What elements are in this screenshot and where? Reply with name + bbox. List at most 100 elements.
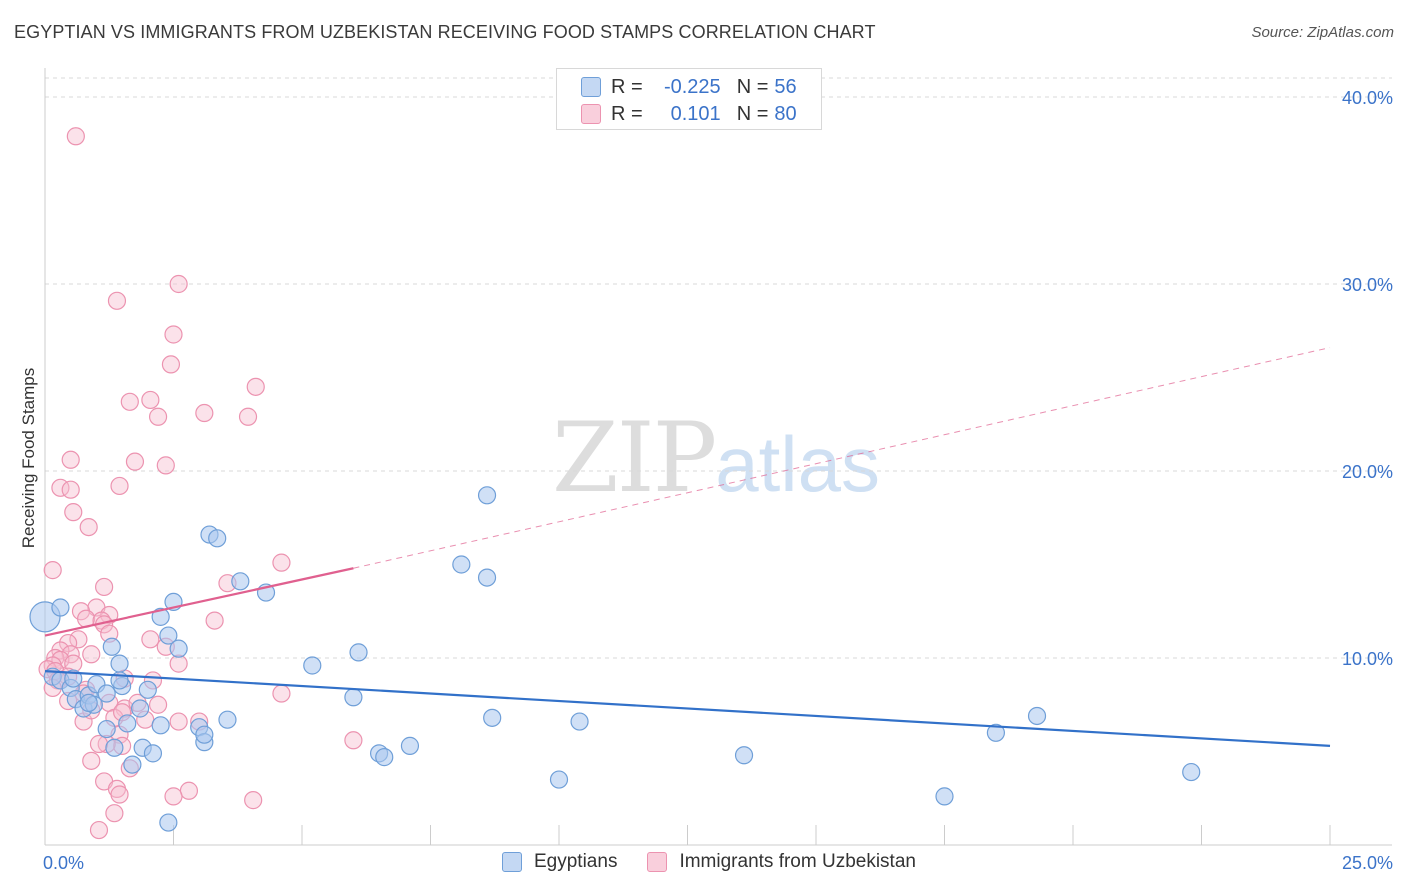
y-tick-label: 20.0%	[1342, 462, 1393, 482]
trend-lines	[44, 347, 1331, 747]
n-label: N =	[736, 75, 769, 98]
egyptian-point	[97, 684, 116, 703]
egyptian-point	[1182, 762, 1201, 782]
egyptian-point	[64, 669, 83, 688]
watermark-atlas: atlas	[715, 420, 880, 508]
egyptian-point	[110, 654, 129, 673]
axes	[44, 68, 1392, 846]
legend-row-egyptians: R = -0.225 N = 56	[581, 74, 797, 100]
uzbekistan-point	[156, 456, 175, 475]
correlation-legend: R = -0.225 N = 56 R = 0.101 N = 80	[556, 68, 822, 130]
egyptians-swatch	[502, 852, 522, 872]
uzbekistan-point	[95, 577, 114, 597]
uzbekistan-point	[82, 645, 101, 664]
uzbekistan-point	[244, 791, 263, 810]
n-value: 56	[774, 75, 797, 98]
egyptian-point	[79, 693, 98, 712]
series-legend: Egyptians Immigrants from Uzbekistan	[502, 851, 946, 873]
egyptian-point	[734, 746, 754, 765]
r-label: R =	[611, 102, 643, 125]
uzbekistan-point	[179, 781, 199, 800]
egyptian-point	[151, 607, 170, 626]
uzbekistan-point	[344, 731, 363, 750]
legend-item-egyptians[interactable]: Egyptians	[502, 851, 617, 873]
egyptian-point	[143, 744, 163, 763]
legend-item-uzbekistan[interactable]: Immigrants from Uzbekistan	[647, 851, 916, 873]
egyptian-point	[218, 710, 237, 729]
egyptian-point	[97, 719, 116, 739]
egyptian-point	[477, 568, 497, 587]
r-value: 0.101	[670, 102, 721, 125]
y-tick-label: 40.0%	[1342, 88, 1393, 108]
gridlines	[45, 77, 1392, 659]
uzbekistan-point	[82, 751, 101, 770]
egyptian-point	[105, 738, 124, 757]
uzbekistan-point	[272, 553, 291, 572]
uzbekistan-point	[110, 785, 129, 804]
egyptian-point	[483, 708, 502, 727]
uzbekistan-point	[125, 452, 145, 471]
uzbekistan-trend-line	[44, 567, 354, 637]
uzbekistan-point	[148, 695, 168, 714]
egyptian-point	[208, 529, 227, 548]
uzbekistan-point	[195, 403, 214, 423]
egyptian-point	[549, 770, 569, 789]
watermark: ZIPatlas	[552, 402, 880, 514]
egyptian-point	[344, 688, 363, 707]
egyptian-point	[102, 637, 121, 656]
y-tick-label: 10.0%	[1342, 649, 1393, 669]
egyptian-point	[935, 787, 954, 806]
legend-row-uzbekistan: R = 0.101 N = 80	[581, 101, 797, 127]
x-tick-label: 25.0%	[1342, 853, 1393, 873]
egyptian-point	[151, 716, 170, 735]
uzbekistan-point	[169, 274, 188, 294]
egyptian-point	[159, 626, 178, 645]
uzbekistan-point	[141, 390, 160, 410]
egyptian-point	[138, 680, 157, 699]
uzbekistan-point	[64, 503, 83, 522]
egyptian-point	[130, 699, 150, 718]
uzbekistan-point	[105, 804, 124, 823]
uzbekistan-point	[59, 633, 78, 653]
n-value: 80	[774, 102, 797, 125]
x-tick-label: 0.0%	[43, 853, 84, 873]
egyptian-point	[51, 598, 70, 617]
y-axis-label: Receiving Food Stamps	[19, 367, 38, 549]
r-value: -0.225	[663, 75, 721, 98]
egyptian-point	[375, 748, 394, 767]
egyptian-point	[169, 639, 188, 658]
uzbekistan-point	[161, 355, 181, 374]
uzbekistan-point	[110, 476, 129, 496]
uzbekistan-point	[79, 517, 98, 537]
uzbekistan-point	[164, 325, 183, 344]
source-label: Source: ZipAtlas.com	[1251, 24, 1394, 41]
egyptian-point	[349, 643, 368, 662]
uzbekistan-point	[141, 630, 160, 649]
egyptian-point	[986, 723, 1006, 742]
uzbekistan-point	[169, 712, 188, 731]
uzbekistan-point	[120, 392, 139, 411]
chart-title: EGYPTIAN VS IMMIGRANTS FROM UZBEKISTAN R…	[14, 22, 876, 42]
egyptian-point	[1027, 706, 1047, 726]
uzbekistan-point	[89, 734, 109, 754]
uzbekistan-point	[272, 684, 291, 703]
uzbekistan-swatch	[647, 852, 668, 872]
y-tick-label: 30.0%	[1342, 275, 1393, 295]
uzbekistan-point	[61, 480, 80, 499]
uzbekistan-point	[66, 127, 85, 146]
egyptian-point	[400, 736, 420, 755]
uzbekistan-point	[61, 450, 80, 469]
uzbekistan-point	[164, 787, 183, 806]
uzbekistan-point	[89, 820, 109, 840]
uzbekistan-point	[69, 630, 88, 649]
uzbekistan-point	[205, 611, 224, 630]
egyptian-point	[231, 572, 250, 591]
watermark-zip: ZIP	[552, 402, 717, 514]
egyptian-points	[29, 486, 1201, 832]
egyptian-point	[477, 486, 497, 505]
uzbekistan-swatch	[581, 104, 601, 124]
legend-label-egyptians: Egyptians	[534, 851, 618, 872]
egyptians-swatch	[581, 77, 601, 97]
r-label: R =	[611, 75, 643, 98]
